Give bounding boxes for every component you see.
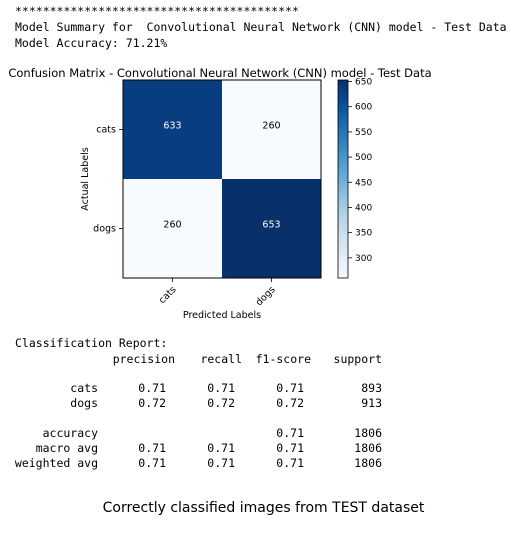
support-value: 1806 [354,441,382,455]
chart-title: Confusion Matrix - Convolutional Neural … [8,66,431,80]
report-row: accuracy 0.71 1806 [15,426,415,441]
colorbar-tick-label: 600 [355,103,372,113]
f1-score-value: 0.72 [276,396,304,410]
x-axis-label: Predicted Labels [183,310,261,321]
y-tick-label: dogs [93,224,116,235]
colorbar-tick-label: 550 [355,128,372,138]
recall-value: 0.72 [207,396,235,410]
support-value: 1806 [354,426,382,440]
row-label: weighted avg [14,456,98,470]
colorbar-tick-label: 650 [355,78,372,88]
report-row: dogs 0.72 0.72 0.72 913 [15,396,415,411]
separator-stars: ****************************************… [15,4,299,18]
y-tick-label: cats [96,125,116,136]
model-accuracy-text: Model Accuracy: 71.21% [15,36,168,50]
recall-value: 0.71 [207,381,235,395]
cell-value-label: 653 [262,220,280,231]
heatmap-cell-cats-cats [123,80,222,179]
model-summary-text: Model Summary for Convolutional Neural N… [15,20,507,34]
colorbar-tick-label: 300 [355,254,372,264]
row-label: macro avg [35,441,98,455]
report-row: weighted avg 0.71 0.71 0.71 1806 [15,456,415,471]
recall-value: 0.71 [207,456,235,470]
confusion-matrix-chart: Confusion Matrix - Convolutional Neural … [8,66,431,321]
heatmap-frame [122,79,322,279]
colorbar-tick-label: 500 [355,153,372,163]
f1-score-value: 0.71 [276,441,304,455]
report-header-row: precision recall f1-score support [15,352,415,367]
row-label: cats [70,381,98,395]
header-precision: precision [112,352,175,366]
report-row: macro avg 0.71 0.71 0.71 1806 [15,441,415,456]
header-f1-score: f1-score [255,352,311,366]
f1-score-value: 0.71 [276,456,304,470]
precision-value: 0.71 [138,381,166,395]
header-recall: recall [200,352,242,366]
colorbar-tick-label: 400 [355,203,372,213]
colorbar [337,79,349,279]
cell-value-label: 260 [163,220,181,231]
support-value: 1806 [354,456,382,470]
x-tick-label: cats [157,284,179,306]
heatmap-cell-cats-dogs [222,80,321,179]
y-axis-label: Actual Labels [80,147,91,210]
f1-score-value: 0.71 [276,426,304,440]
cell-value-label: 633 [163,121,181,132]
support-value: 893 [361,381,382,395]
report-row: cats 0.71 0.71 0.71 893 [15,381,415,396]
colorbar-tick-label: 350 [355,229,372,239]
colorbar-tick-label: 450 [355,178,372,188]
report-title: Classification Report: [15,336,168,350]
heatmap-cell-dogs-cats [123,179,222,278]
recall-value: 0.71 [207,441,235,455]
heatmap-cell-dogs-dogs [222,179,321,278]
row-label: accuracy [42,426,98,440]
precision-value: 0.71 [138,441,166,455]
support-value: 913 [361,396,382,410]
f1-score-value: 0.71 [276,381,304,395]
precision-value: 0.71 [138,456,166,470]
footer-caption: Correctly classified images from TEST da… [102,500,425,516]
precision-value: 0.72 [138,396,166,410]
row-label: dogs [70,396,98,410]
header-support: support [333,352,382,366]
x-tick-label: dogs [254,284,278,308]
cell-value-label: 260 [262,121,280,132]
